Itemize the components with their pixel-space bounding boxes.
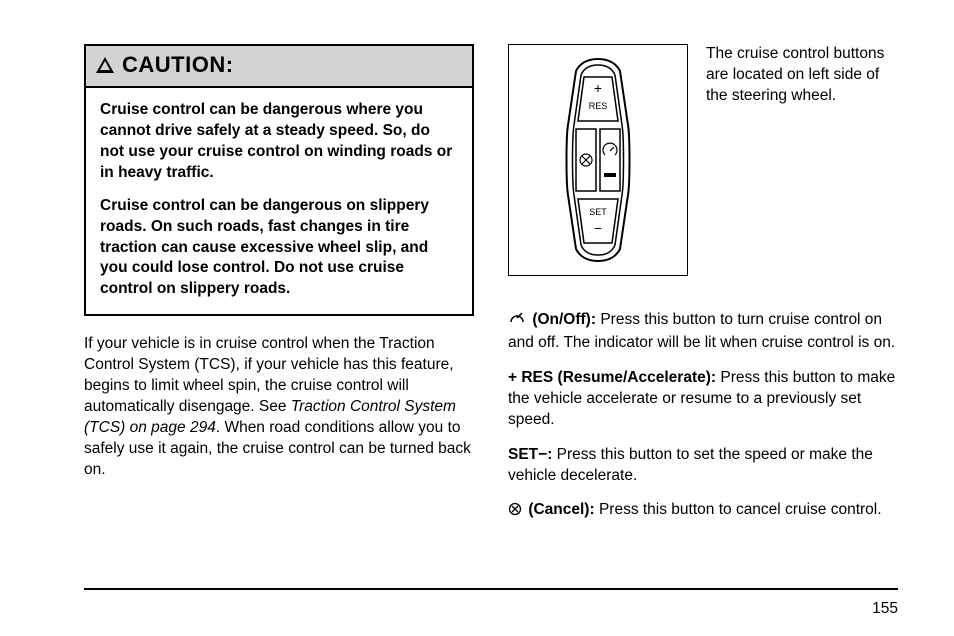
warning-triangle-icon: [96, 57, 114, 73]
left-column: CAUTION: Cruise control can be dangerous…: [84, 44, 474, 537]
plus-glyph: +: [594, 80, 602, 96]
caution-header: CAUTION:: [86, 46, 472, 88]
def-cancel: (Cancel): Press this button to cancel cr…: [508, 500, 898, 523]
caution-paragraph-1: Cruise control can be dangerous where yo…: [100, 100, 458, 184]
minus-glyph: −: [594, 220, 602, 236]
def-onoff: (On/Off): Press this button to turn crui…: [508, 310, 898, 354]
cruise-control-illustration: + RES: [508, 44, 688, 276]
res-label: RES: [589, 101, 608, 111]
cancel-text: Press this button to cancel cruise contr…: [599, 501, 882, 518]
two-column-layout: CAUTION: Cruise control can be dangerous…: [84, 44, 898, 537]
caution-paragraph-2: Cruise control can be dangerous on slipp…: [100, 196, 458, 301]
onoff-label: (On/Off):: [532, 311, 596, 328]
left-body-paragraph: If your vehicle is in cruise control whe…: [84, 334, 474, 480]
button-definitions: (On/Off): Press this button to turn crui…: [508, 310, 898, 523]
caution-body: Cruise control can be dangerous where yo…: [86, 88, 472, 314]
cancel-icon: [508, 502, 522, 523]
caution-box: CAUTION: Cruise control can be dangerous…: [84, 44, 474, 316]
manual-page: CAUTION: Cruise control can be dangerous…: [0, 0, 954, 636]
footer-rule: [84, 588, 898, 590]
illustration-row: + RES: [508, 44, 898, 276]
cancel-label: (Cancel):: [528, 501, 594, 518]
set-label-def: SET−:: [508, 446, 552, 463]
page-number: 155: [872, 600, 898, 618]
def-res: + RES (Resume/Accelerate): Press this bu…: [508, 368, 898, 431]
right-column: + RES: [508, 44, 898, 537]
onoff-icon: [508, 312, 526, 333]
cruise-control-buttons-icon: + RES: [550, 55, 646, 265]
set-text: Press this button to set the speed or ma…: [508, 446, 873, 484]
caution-title: CAUTION:: [122, 52, 234, 78]
def-set: SET−: Press this button to set the speed…: [508, 445, 898, 487]
res-label: + RES (Resume/Accelerate):: [508, 369, 716, 386]
set-label: SET: [589, 207, 607, 217]
illustration-caption: The cruise control buttons are located o…: [706, 44, 898, 276]
